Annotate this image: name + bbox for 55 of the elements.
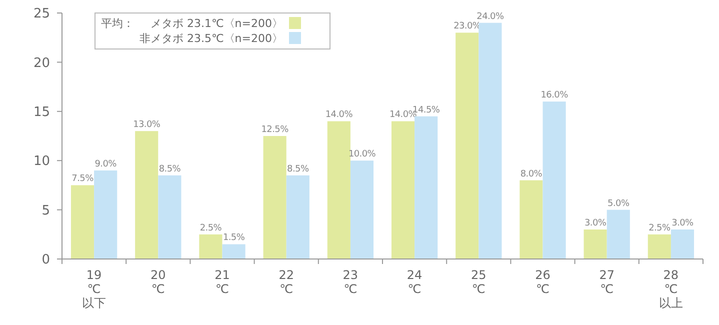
data-label: 16.0% <box>540 90 569 101</box>
data-label: 7.5% <box>72 174 94 184</box>
bar <box>520 180 543 259</box>
x-tick-label: 28 ℃ 以上 <box>658 268 683 310</box>
x-tick-label: 22 ℃ <box>278 268 294 296</box>
x-tick-label: 27 ℃ <box>599 268 614 296</box>
data-label: 2.5% <box>200 223 222 234</box>
data-label: 1.5% <box>222 233 246 244</box>
bar <box>542 102 566 259</box>
bar <box>94 170 118 259</box>
x-tick-label: 20 ℃ <box>150 268 166 296</box>
x-tick-label: 19 ℃ 以下 <box>82 268 106 310</box>
data-label: 8.5% <box>287 164 310 174</box>
data-label: 12.5% <box>261 125 290 135</box>
y-tick-label: 10 <box>33 154 50 170</box>
data-label: 24.0% <box>476 12 504 22</box>
y-tick-label: 25 <box>33 6 50 22</box>
bar <box>135 131 158 259</box>
bar <box>286 175 310 259</box>
bar <box>70 185 94 259</box>
bar <box>350 160 374 259</box>
x-tick-label: 21 ℃ <box>214 268 230 296</box>
bar <box>199 234 222 259</box>
bar <box>158 175 182 259</box>
y-tick-label: 0 <box>42 252 50 268</box>
x-tick-label: 26 ℃ <box>535 268 550 296</box>
y-tick-label: 20 <box>33 56 50 71</box>
bar <box>391 121 415 259</box>
bar <box>606 210 630 259</box>
data-label: 13.0% <box>133 120 161 130</box>
x-tick-label: 25 ℃ <box>471 268 486 296</box>
bar <box>222 244 246 259</box>
data-label: 9.0% <box>94 159 118 170</box>
bar <box>456 32 479 259</box>
bar <box>584 229 607 259</box>
x-tick-label: 23 ℃ <box>342 268 358 296</box>
data-label: 14.0% <box>325 110 354 120</box>
bar <box>670 229 694 259</box>
bar <box>648 234 671 259</box>
data-label: 3.0% <box>584 218 607 228</box>
x-tick-label: 24 ℃ <box>406 268 422 296</box>
bar <box>478 22 502 259</box>
data-label: 8.5% <box>158 164 182 174</box>
y-tick-label: 5 <box>42 203 50 218</box>
data-label: 5.0% <box>608 198 630 209</box>
bar <box>263 136 286 259</box>
data-label: 2.5% <box>648 223 671 234</box>
legend-label: メタボ 23.1℃〈n=200〉 <box>150 17 283 30</box>
data-label: 3.0% <box>672 218 694 228</box>
data-label: 8.0% <box>520 169 543 180</box>
bar <box>327 121 350 259</box>
legend-label: 非メタボ 23.5℃〈n=200〉 <box>139 32 283 45</box>
legend-title: 平均： <box>101 17 134 30</box>
y-tick-label: 15 <box>33 104 50 120</box>
bar <box>414 116 438 259</box>
